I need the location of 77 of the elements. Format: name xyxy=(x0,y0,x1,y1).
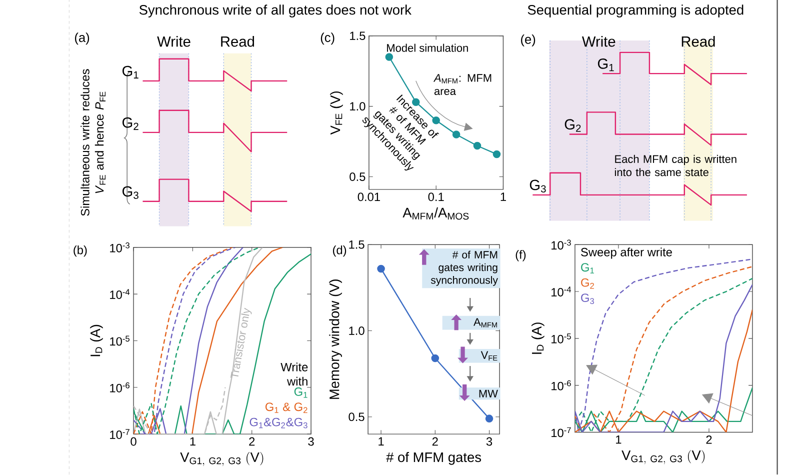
y-tick-label: 0.5 xyxy=(348,412,364,422)
point xyxy=(377,265,385,273)
x-axis-title: # of MFM gates xyxy=(386,452,482,466)
annotation: # of MFM gates writing synchronously xyxy=(430,251,498,286)
text: G$_{1}$ xyxy=(294,388,308,398)
text: G$_{1}$&G$_{2}$&G$_{3}$ xyxy=(250,418,308,429)
text: (f) xyxy=(516,250,526,262)
y-tick-label: 10$^{-6}$ xyxy=(552,380,571,391)
text: G$_{3}$ xyxy=(122,186,138,200)
y-tick-label: 10$^{-6}$ xyxy=(110,382,130,393)
annotation: MW xyxy=(479,390,498,398)
point xyxy=(485,414,494,423)
y-axis-title: Memory window (V) xyxy=(329,280,342,400)
annotation: A$_{MFM}$: MFM area xyxy=(433,74,492,96)
annotation: Transistor only xyxy=(230,308,252,378)
x-tick-label: 0 xyxy=(130,438,136,446)
text: Synchronous write of all gates does not work xyxy=(139,4,412,18)
x-tick-label: 2 xyxy=(706,436,712,444)
text: G$_{1}$ xyxy=(122,66,138,79)
text: (d) xyxy=(332,246,346,257)
text: (b) xyxy=(74,246,87,257)
y-tick-label: 10$^{-4}$ xyxy=(552,286,572,297)
y-tick-label: 1.0 xyxy=(350,102,366,111)
text: Write xyxy=(157,36,190,47)
text: G$_{3}$ xyxy=(530,180,546,193)
x-tick-label: 1 xyxy=(616,436,622,444)
y-tick-label: 1.5 xyxy=(349,240,364,250)
text: Each MFM cap is written into the same state xyxy=(614,155,736,176)
x-tick-label: 0.01 xyxy=(358,192,380,202)
text: G$_{1}$ & G$_{2}$ xyxy=(266,402,308,414)
x-tick-label: 1 xyxy=(500,192,506,202)
x-tick-label: 2 xyxy=(249,438,255,446)
y-axis-title: I$_{D}$ (A) xyxy=(90,325,103,356)
y-axis-title: I$_{D}$ (A) xyxy=(532,322,544,354)
y-tick-label: 10$^{-7}$ xyxy=(110,429,130,440)
annotation: V$_{FE}$ xyxy=(480,352,498,361)
text: Read xyxy=(221,36,254,47)
point xyxy=(452,130,460,139)
x-axis-title: $\mathrm{V_{G1,\ G2,\ G3}\ (V)}$ xyxy=(622,450,705,464)
x-tick-label: 1 xyxy=(190,438,196,446)
y-tick-label: 10$^{-7}$ xyxy=(552,428,571,438)
point xyxy=(492,150,501,158)
text: G$_{2}$ xyxy=(564,119,581,132)
x-tick-label: 2 xyxy=(432,438,438,446)
text: Write xyxy=(582,36,616,47)
annotation: A$_{MFM}$ xyxy=(474,318,497,328)
y-tick-label: 10$^{-3}$ xyxy=(110,242,130,253)
legend-title: Write with xyxy=(280,362,308,386)
y-tick-label: 1.5 xyxy=(350,32,366,40)
y-tick-label: 0.5 xyxy=(350,172,366,182)
x-tick-label: 3 xyxy=(486,438,492,446)
x-tick-label: 0.1 xyxy=(428,192,444,202)
text: (a) xyxy=(74,32,90,45)
y-tick-label: 10$^{-5}$ xyxy=(552,334,571,344)
text: Sequential programming is adopted xyxy=(528,4,744,18)
annotation: Model simulation xyxy=(387,44,468,52)
text: G$_{1}$ xyxy=(598,58,614,72)
y-tick-label: 10$^{-5}$ xyxy=(110,336,130,346)
x-tick-label: 3 xyxy=(308,438,314,446)
text: (c) xyxy=(320,32,334,45)
x-axis-title: $\mathrm{V_{G1,\ G2,\ G3}\ (V)}$ xyxy=(180,452,264,466)
legend-title: Sweep after write xyxy=(581,248,672,259)
point xyxy=(432,116,440,125)
point xyxy=(431,354,440,362)
y-tick-label: 1.0 xyxy=(349,326,364,336)
x-axis-title: A$_{MFM}$/A$_{MOS}$ xyxy=(402,208,469,220)
x-tick-label: 1 xyxy=(378,438,384,446)
text: Read xyxy=(682,36,715,47)
y-tick-label: 10$^{-4}$ xyxy=(110,289,130,300)
text: G$_{1}$ xyxy=(581,263,594,274)
text: G$_{2}$ xyxy=(581,278,594,289)
y-tick-label: 10$^{-3}$ xyxy=(552,240,571,250)
text: (e) xyxy=(521,34,536,47)
text: G$_{2}$ xyxy=(122,118,138,130)
point xyxy=(473,142,482,150)
series-label: G$_{3}$ xyxy=(581,294,594,304)
y-axis-title: V$_{FE}$ (V) xyxy=(330,92,343,135)
